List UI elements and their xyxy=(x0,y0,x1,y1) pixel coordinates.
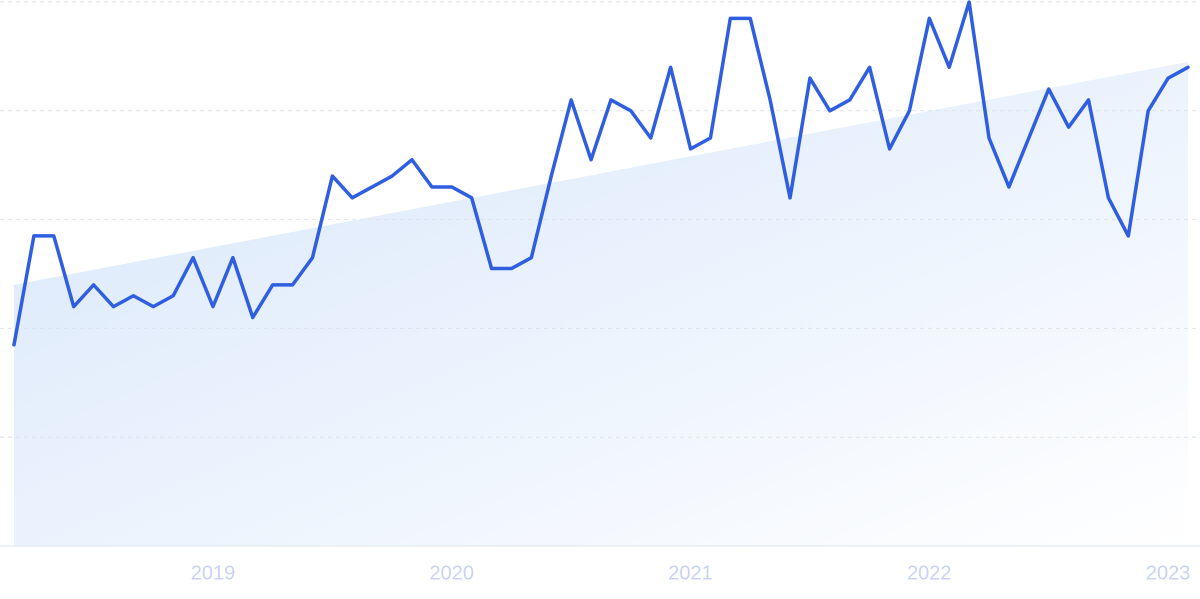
x-tick-label: 2020 xyxy=(430,562,475,584)
data-line xyxy=(12,0,1190,347)
x-tick-label: 2019 xyxy=(191,562,236,584)
x-tick-label: 2023 xyxy=(1146,562,1191,584)
x-tick-label: 2022 xyxy=(907,562,952,584)
trend-area xyxy=(14,61,1188,547)
x-tick-label: 2021 xyxy=(668,562,713,584)
